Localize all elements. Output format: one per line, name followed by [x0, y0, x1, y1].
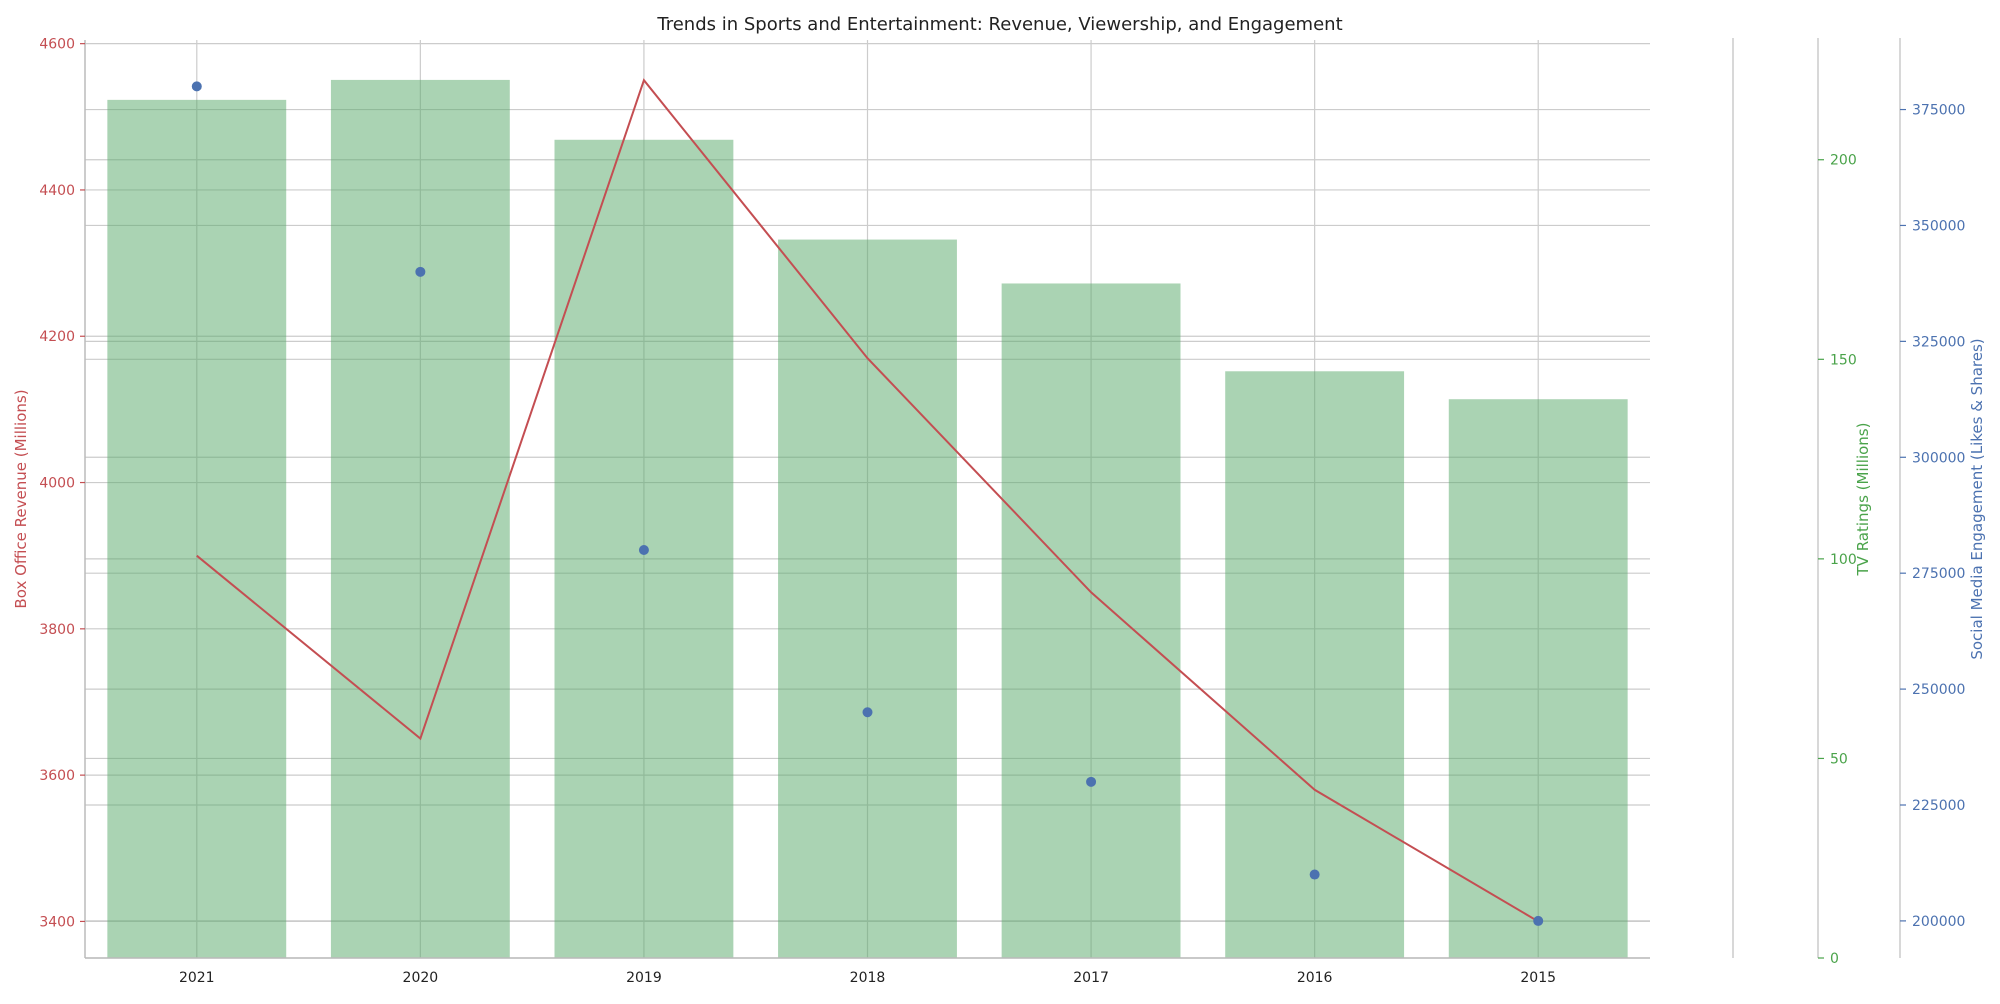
engagement-point [191, 81, 202, 92]
tv-axis-label: TV Ratings (Millions) [1854, 423, 1872, 577]
engagement-tick-label: 375000 [1912, 103, 1965, 119]
engagement-point [415, 266, 426, 277]
left-axis-label: Box Office Revenue (Millions) [12, 389, 30, 608]
engagement-point [1533, 915, 1544, 926]
engagement-point [638, 545, 649, 555]
left-tick-label: 4600 [39, 37, 75, 53]
bar [1225, 371, 1405, 958]
tv-tick-label: 100 [1830, 552, 1857, 568]
x-tick-label: 2018 [850, 970, 886, 986]
x-tick-label: 2020 [403, 970, 439, 986]
engagement-axis-label: Social Media Engagement (Likes & Shares) [1968, 338, 1986, 659]
left-tick-label: 3600 [39, 768, 75, 784]
engagement-point [862, 707, 873, 718]
left-tick-label: 4000 [39, 476, 75, 492]
engagement-tick-label: 350000 [1912, 218, 1965, 234]
engagement-tick-label: 300000 [1912, 450, 1965, 466]
left-tick-label: 4200 [39, 329, 75, 345]
engagement-tick-label: 225000 [1912, 798, 1965, 814]
engagement-tick-label: 250000 [1912, 682, 1965, 698]
left-tick-label: 3400 [39, 914, 75, 930]
bar [778, 239, 957, 959]
bar [107, 99, 287, 958]
x-tick-label: 2016 [1297, 970, 1333, 986]
x-tick-label: 2015 [1520, 970, 1556, 986]
engagement-point [1309, 869, 1320, 880]
tv-tick-label: 200 [1830, 153, 1857, 169]
tv-tick-label: 150 [1830, 352, 1857, 368]
bar [330, 79, 510, 959]
left-tick-label: 3800 [39, 622, 75, 638]
x-tick-label: 2021 [179, 970, 215, 986]
engagement-tick-label: 275000 [1912, 566, 1965, 582]
chart-title: Trends in Sports and Entertainment: Reve… [656, 14, 1342, 35]
left-tick-label: 4400 [39, 183, 75, 199]
x-tick-label: 2017 [1073, 970, 1109, 986]
engagement-tick-label: 325000 [1912, 334, 1965, 350]
bar [1448, 399, 1628, 958]
x-tick-label: 2019 [626, 970, 662, 986]
engagement-tick-label: 200000 [1912, 914, 1965, 930]
tv-tick-label: 0 [1830, 951, 1839, 967]
bar [1001, 283, 1181, 958]
revenue-line [196, 78, 1539, 923]
engagement-point [1086, 776, 1097, 787]
tv-tick-label: 50 [1830, 751, 1848, 767]
